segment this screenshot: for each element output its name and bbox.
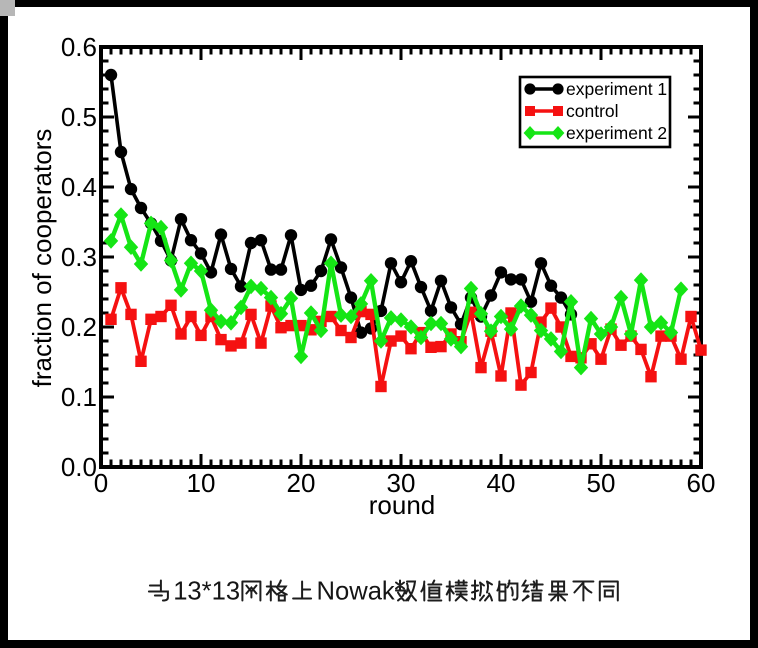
- svg-text:0.4: 0.4: [61, 172, 97, 202]
- svg-text:13*13: 13*13: [173, 578, 240, 606]
- svg-text:0.1: 0.1: [61, 382, 97, 412]
- svg-text:experiment 2: experiment 2: [566, 123, 667, 143]
- svg-text:0.5: 0.5: [61, 102, 97, 132]
- svg-text:control: control: [566, 101, 619, 121]
- svg-text:0.0: 0.0: [61, 452, 97, 482]
- svg-text:Nowak: Nowak: [317, 578, 395, 606]
- svg-text:30: 30: [387, 468, 416, 498]
- svg-text:round: round: [369, 490, 436, 520]
- svg-text:experiment 1: experiment 1: [566, 79, 667, 99]
- svg-text:10: 10: [187, 468, 216, 498]
- svg-text:0: 0: [94, 468, 108, 498]
- svg-text:60: 60: [687, 468, 716, 498]
- svg-text:0.3: 0.3: [61, 242, 97, 272]
- svg-text:0.6: 0.6: [61, 32, 97, 62]
- svg-text:50: 50: [587, 468, 616, 498]
- svg-text:0.2: 0.2: [61, 312, 97, 342]
- svg-text:20: 20: [287, 468, 316, 498]
- svg-text:fraction of cooperators: fraction of cooperators: [27, 129, 57, 388]
- svg-text:40: 40: [487, 468, 516, 498]
